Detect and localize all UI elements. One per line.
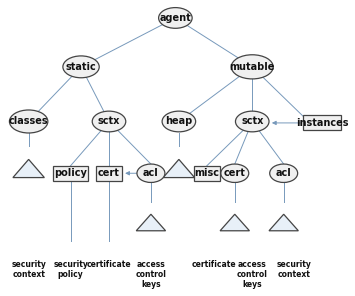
Bar (194, 166, 220, 181)
Bar (303, 115, 341, 131)
Ellipse shape (162, 111, 196, 132)
Text: static: static (66, 62, 97, 72)
Text: sctx: sctx (241, 117, 263, 126)
Text: mutable: mutable (230, 62, 275, 72)
Text: acl: acl (276, 168, 291, 178)
Polygon shape (163, 159, 195, 178)
Text: certificate: certificate (87, 260, 131, 268)
Ellipse shape (235, 111, 269, 132)
Polygon shape (220, 214, 250, 231)
Text: instances: instances (296, 118, 348, 128)
Text: cert: cert (224, 168, 246, 178)
Ellipse shape (270, 164, 297, 182)
Text: cert: cert (98, 168, 120, 178)
Bar (53, 166, 88, 181)
Text: security
policy: security policy (53, 260, 88, 279)
Polygon shape (13, 159, 44, 178)
Text: security
context: security context (277, 260, 312, 279)
Ellipse shape (231, 55, 273, 79)
Text: acl: acl (143, 168, 159, 178)
Text: policy: policy (54, 168, 87, 178)
Text: access
control
keys: access control keys (136, 260, 166, 289)
Ellipse shape (221, 164, 249, 182)
Text: misc: misc (194, 168, 219, 178)
Ellipse shape (159, 8, 192, 28)
Text: certificate: certificate (191, 260, 236, 268)
Text: classes: classes (9, 117, 48, 126)
Ellipse shape (137, 164, 165, 182)
Text: heap: heap (165, 117, 192, 126)
Ellipse shape (92, 111, 126, 132)
Text: access
control
keys: access control keys (237, 260, 268, 289)
Polygon shape (136, 214, 165, 231)
Ellipse shape (10, 110, 48, 133)
Polygon shape (269, 214, 298, 231)
Bar (96, 166, 122, 181)
Ellipse shape (63, 56, 99, 78)
Text: security
context: security context (11, 260, 46, 279)
Text: sctx: sctx (98, 117, 120, 126)
Text: agent: agent (159, 13, 191, 23)
